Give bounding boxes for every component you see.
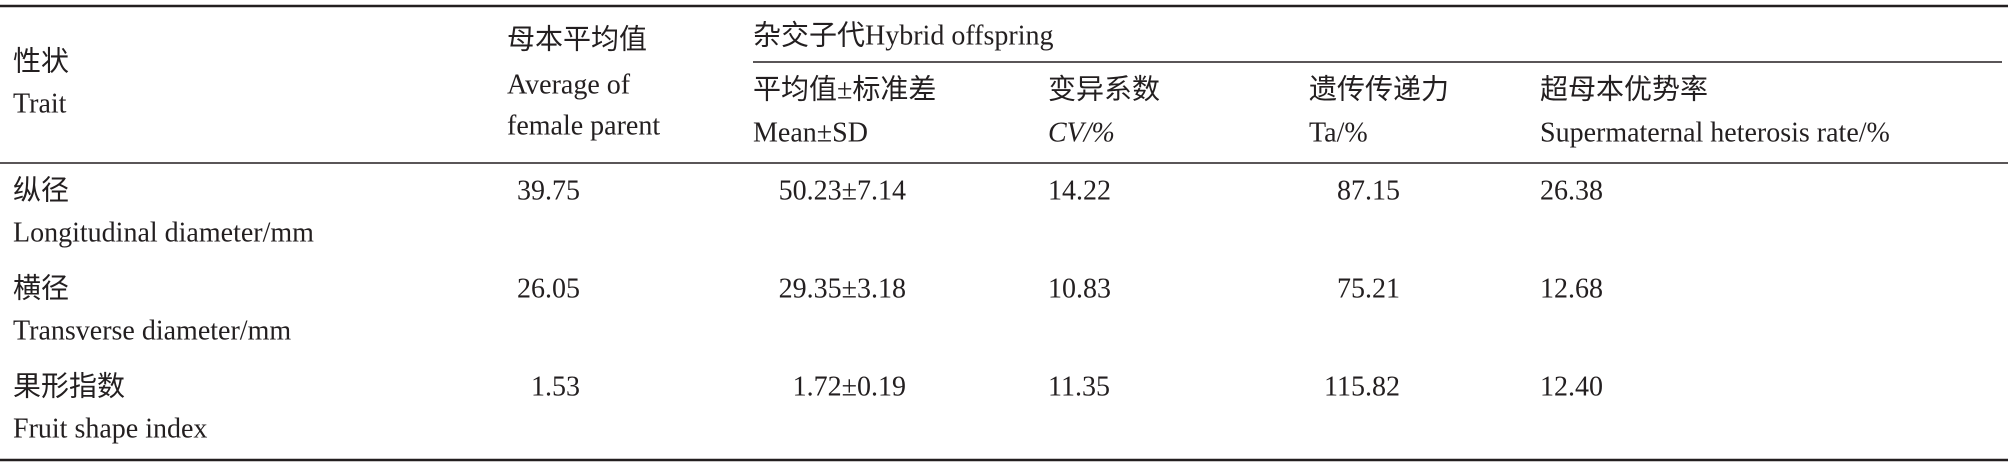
header-col-zh: 平均值±标准差 <box>753 73 936 105</box>
cell: 12.68 <box>1540 273 1603 304</box>
cell: 39.75 <box>517 175 580 206</box>
header-col-zh: 遗传传递力 <box>1309 73 1449 105</box>
header-col-en: CV/% <box>1048 117 1115 148</box>
cell: 75.21 <box>1337 273 1400 304</box>
cell: 10.83 <box>1048 273 1111 304</box>
header-female-zh: 母本平均值 <box>507 23 647 55</box>
header-col-en: Ta/% <box>1309 117 1368 148</box>
cell: 12.40 <box>1540 371 1603 402</box>
header-col-en: Mean±SD <box>753 117 868 148</box>
header-female-en: female parent <box>507 110 660 141</box>
cell: 29.35±3.18 <box>779 273 906 304</box>
header-trait-en: Trait <box>13 88 67 119</box>
trait-zh: 横径 <box>13 272 69 304</box>
trait-zh: 果形指数 <box>13 370 125 402</box>
cell: 50.23±7.14 <box>779 175 906 206</box>
header-hybrid: 杂交子代Hybrid offspring <box>753 19 1053 51</box>
header-col-en: Supermaternal heterosis rate/% <box>1540 117 1890 148</box>
cell: 1.72±0.19 <box>793 371 906 402</box>
cell: 26.05 <box>517 273 580 304</box>
trait-en: Longitudinal diameter/mm <box>13 217 314 248</box>
trait-en: Transverse diameter/mm <box>13 315 291 346</box>
cell: 115.82 <box>1324 371 1400 402</box>
header-female-en: Average of <box>507 69 631 100</box>
cell: 87.15 <box>1337 175 1400 206</box>
cell: 26.38 <box>1540 175 1603 206</box>
trait-en: Fruit shape index <box>13 413 207 444</box>
header-col-zh: 超母本优势率 <box>1540 73 1708 105</box>
header-col-zh: 变异系数 <box>1048 73 1160 105</box>
header-trait-zh: 性状 <box>13 45 69 77</box>
cell: 1.53 <box>531 371 580 402</box>
cell: 14.22 <box>1048 175 1111 206</box>
cell: 11.35 <box>1048 371 1110 402</box>
trait-zh: 纵径 <box>13 174 69 206</box>
